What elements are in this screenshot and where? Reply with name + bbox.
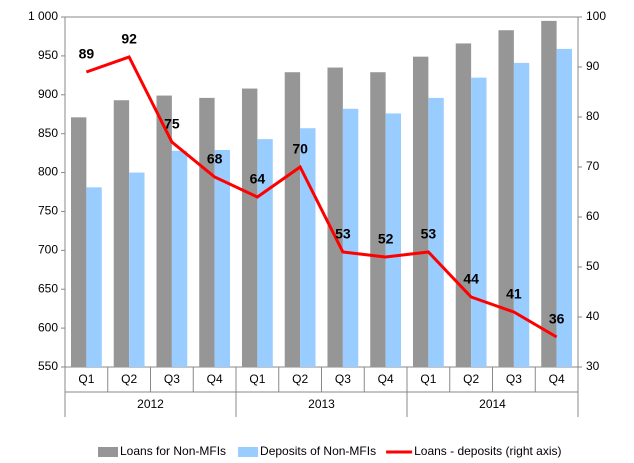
x-tick-label: Q4 [378, 372, 394, 386]
y-tick-label: 550 [38, 359, 58, 373]
year-label: 2014 [479, 397, 506, 411]
y2-tick-label: 60 [586, 209, 600, 223]
bar [327, 67, 343, 368]
legend-swatch [238, 447, 259, 457]
y-tick-label: 700 [38, 243, 58, 257]
x-tick-label: Q2 [463, 372, 479, 386]
bar [471, 77, 487, 368]
bar [86, 187, 102, 367]
bar [498, 30, 514, 367]
x-tick-label: Q1 [78, 372, 94, 386]
bar [241, 88, 258, 368]
y2-tick-label: 30 [586, 359, 600, 373]
bar [428, 97, 444, 367]
bar [513, 62, 530, 368]
x-tick-label: Q3 [506, 372, 522, 386]
y2-tick-label: 50 [586, 259, 600, 273]
bar [214, 150, 231, 367]
y-tick-label: 950 [38, 48, 58, 62]
bar [300, 128, 316, 367]
y-tick-label: 850 [38, 126, 58, 140]
x-tick-label: Q3 [164, 372, 180, 386]
bar [284, 72, 301, 367]
bar [156, 95, 172, 368]
bar [129, 172, 145, 367]
y2-tick-label: 80 [586, 109, 600, 123]
data-label: 53 [335, 226, 351, 242]
bar [113, 100, 130, 367]
y-tick-label: 1 000 [28, 9, 58, 23]
y2-tick-label: 90 [586, 59, 600, 73]
x-tick-label: Q1 [420, 372, 436, 386]
data-label: 41 [506, 286, 522, 302]
data-label: 52 [378, 231, 394, 247]
x-tick-label: Q4 [207, 372, 223, 386]
data-label: 44 [463, 271, 479, 287]
year-label: 2013 [308, 397, 335, 411]
bar [199, 97, 215, 367]
y2-tick-label: 70 [586, 159, 600, 173]
data-label: 89 [79, 46, 95, 62]
data-label: 53 [421, 226, 437, 242]
data-label: 75 [164, 116, 180, 132]
legend-label: Loans - deposits (right axis) [414, 444, 561, 458]
y2-tick-label: 100 [586, 9, 606, 23]
line [85, 55, 558, 339]
bar [370, 72, 386, 367]
legend-label: Loans for Non-MFIs [120, 444, 226, 458]
legend-swatch [98, 447, 118, 457]
data-label: 36 [549, 311, 565, 327]
bar [541, 20, 557, 368]
y-tick-label: 800 [38, 165, 58, 179]
legend-label: Deposits of Non-MFIs [260, 444, 376, 458]
data-label: 70 [292, 141, 308, 157]
x-tick-label: Q2 [292, 372, 308, 386]
x-tick-label: Q2 [121, 372, 137, 386]
year-label: 2012 [137, 397, 164, 411]
y-tick-label: 600 [38, 320, 58, 334]
bar [171, 150, 188, 367]
data-label: 92 [121, 31, 137, 47]
x-tick-label: Q1 [249, 372, 265, 386]
bar [455, 43, 472, 367]
y2-tick-label: 40 [586, 309, 600, 323]
x-tick-label: Q3 [335, 372, 351, 386]
data-label: 68 [207, 151, 223, 167]
bar [385, 113, 402, 367]
y-tick-label: 900 [38, 87, 58, 101]
x-tick-label: Q4 [549, 372, 565, 386]
bar [556, 48, 573, 368]
bar [412, 56, 429, 368]
y-tick-label: 750 [38, 204, 58, 218]
y-tick-label: 650 [38, 281, 58, 295]
data-label: 64 [250, 171, 266, 187]
bar [70, 117, 87, 367]
bar [342, 108, 359, 368]
